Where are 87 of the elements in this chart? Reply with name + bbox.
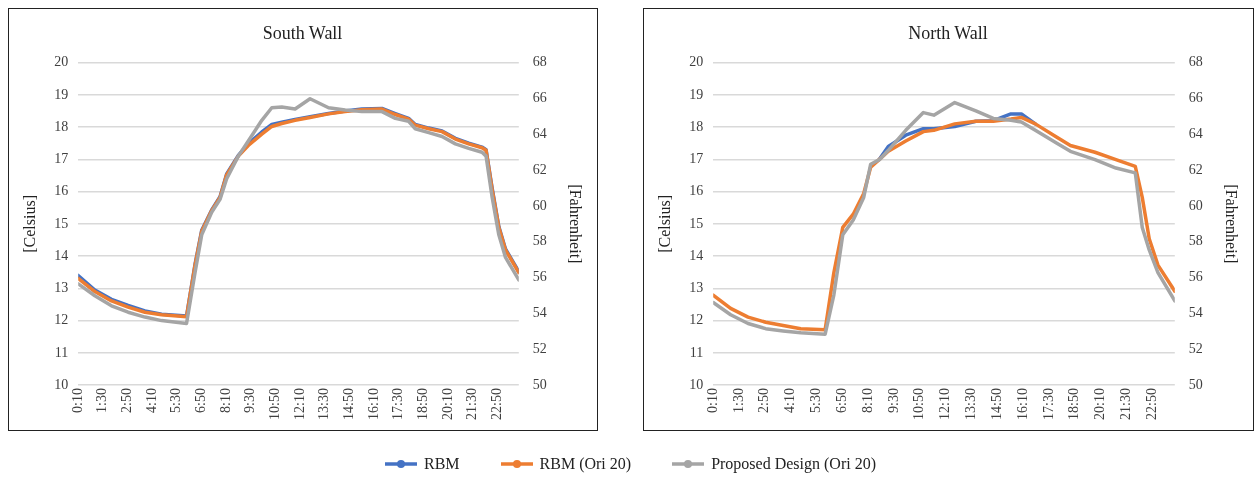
y-tick-label: 19 [54,86,69,102]
y-tick-label: 14 [689,247,704,263]
y2-tick-label: 66 [1188,90,1203,106]
legend-label: RBM (Ori 20) [539,455,632,473]
x-tick-label: 4:10 [782,388,798,413]
x-tick-label: 10:50 [911,388,927,420]
x-tick-label: 1:30 [94,388,110,413]
x-tick-label: 14:50 [988,388,1004,420]
y-tick-label: 16 [689,183,704,199]
x-tick-label: 10:50 [266,388,282,420]
y-tick-label: 13 [689,280,704,296]
y-tick-label: 16 [54,183,69,199]
y2-axis-title: [Fahrenheit] [567,184,585,264]
x-tick-label: 8:10 [217,388,233,413]
x-tick-label: 9:30 [885,388,901,413]
y2-tick-label: 64 [532,125,547,141]
y-tick-label: 15 [689,215,704,231]
x-tick-label: 16:10 [365,388,381,420]
y2-tick-label: 60 [1188,197,1203,213]
y2-axis-title: [Fahrenheit] [1223,184,1241,264]
y2-tick-label: 56 [1188,269,1203,285]
y-tick-label: 17 [689,151,704,167]
y2-tick-label: 68 [1188,54,1203,70]
x-tick-label: 21:30 [1118,388,1134,420]
y2-tick-label: 50 [1188,376,1203,392]
y-tick-label: 14 [54,247,69,263]
x-tick-label: 22:50 [1143,388,1159,420]
x-tick-label: 12:10 [937,388,953,420]
x-tick-label: 8:10 [859,388,875,413]
x-tick-label: 0:10 [704,388,720,413]
x-tick-label: 18:50 [1066,388,1082,420]
y2-tick-label: 66 [532,90,547,106]
y2-tick-label: 58 [532,233,547,249]
x-tick-label: 6:50 [833,388,849,413]
y-tick-label: 11 [54,344,69,360]
y-tick-label: 18 [54,118,69,134]
x-tick-label: 1:30 [730,388,746,413]
y2-tick-label: 50 [532,376,547,392]
y2-tick-label: 54 [532,305,547,321]
x-tick-label: 5:30 [808,388,824,413]
y2-tick-label: 54 [1188,305,1203,321]
y-tick-label: 12 [54,312,69,328]
chart-title: South Wall [262,22,343,43]
x-tick-label: 0:10 [69,388,85,413]
x-tick-label: 13:30 [963,388,979,420]
x-tick-label: 17:30 [1040,388,1056,420]
x-tick-label: 2:50 [119,388,135,413]
y-tick-label: 10 [689,376,704,392]
x-tick-label: 22:50 [488,388,504,420]
y2-tick-label: 64 [1188,125,1203,141]
x-tick-label: 18:50 [414,388,430,420]
y2-tick-label: 52 [1188,340,1203,356]
x-tick-label: 5:30 [168,388,184,413]
x-tick-label: 14:50 [340,388,356,420]
x-tick-label: 20:10 [439,388,455,420]
y2-tick-label: 52 [532,340,547,356]
y-tick-label: 17 [54,151,69,167]
legend-label: Proposed Design (Ori 20) [711,455,876,473]
x-tick-label: 20:10 [1092,388,1108,420]
x-tick-label: 12:10 [291,388,307,420]
y-tick-label: 19 [689,86,704,102]
y2-tick-label: 68 [532,54,547,70]
y-tick-label: 20 [54,54,69,70]
chart-title: North Wall [908,22,988,43]
y-tick-label: 12 [689,312,704,328]
y-tick-label: 10 [54,376,69,392]
x-tick-label: 4:10 [143,388,159,413]
x-tick-label: 17:30 [390,388,406,420]
x-tick-label: 2:50 [756,388,772,413]
y2-tick-label: 62 [1188,161,1203,177]
y-tick-label: 15 [54,215,69,231]
y-tick-label: 13 [54,280,69,296]
y2-tick-label: 62 [532,161,547,177]
x-tick-label: 9:30 [242,388,258,413]
legend-label: RBM [423,455,460,473]
x-tick-label: 13:30 [316,388,332,420]
y2-tick-label: 56 [532,269,547,285]
y2-tick-label: 60 [532,197,547,213]
x-tick-label: 16:10 [1014,388,1030,420]
y2-tick-label: 58 [1188,233,1203,249]
x-tick-label: 6:50 [193,388,209,413]
y-axis-title: [Celsius] [20,194,38,253]
x-tick-label: 21:30 [464,388,480,420]
y-axis-title: [Celsius] [655,194,673,253]
y-tick-label: 18 [689,118,704,134]
y-tick-label: 11 [689,344,704,360]
y-tick-label: 20 [689,54,704,70]
